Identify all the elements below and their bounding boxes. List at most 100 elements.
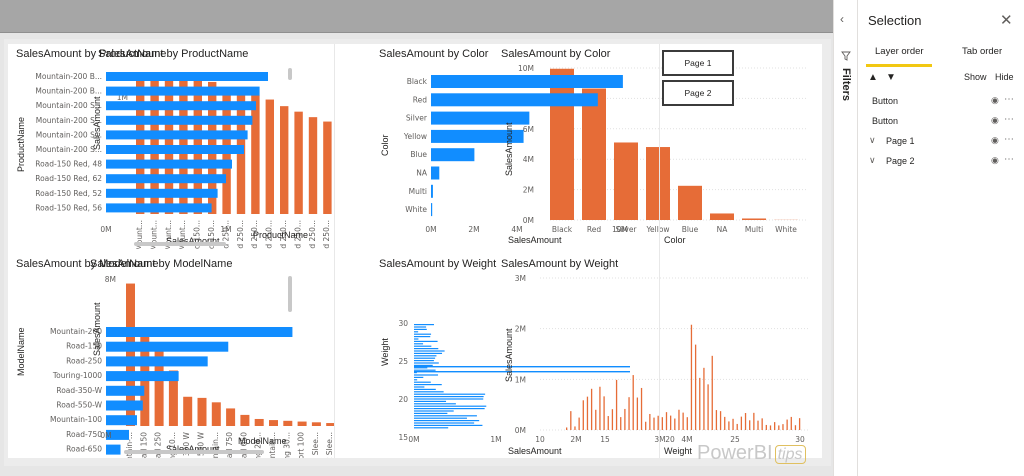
product-vertical-scrollbar[interactable] <box>288 68 292 80</box>
weight-column-bar <box>578 417 580 430</box>
report-header-bar <box>0 0 833 33</box>
model-y2-tick-label: 8M <box>105 275 116 284</box>
move-down-icon[interactable]: ▼ <box>886 72 896 83</box>
more-options-icon[interactable]: ⋯ <box>1004 154 1014 165</box>
weight-bar <box>414 400 447 402</box>
weight-column-bar <box>724 416 726 430</box>
model-visual[interactable]: SalesAmount by ModelName SalesAmount by … <box>8 254 334 458</box>
filters-label[interactable]: Filters <box>840 68 852 102</box>
eye-icon[interactable]: ◉ <box>991 135 999 145</box>
product-x2-axis-title: ProductName <box>253 230 309 240</box>
model-column-bar <box>126 283 135 426</box>
weight-column-bar <box>624 408 626 430</box>
weight-column-bar <box>703 367 705 430</box>
model-column-tick-label: Sport 100 <box>297 432 306 458</box>
weight-column-bar <box>586 396 589 430</box>
color-bar-category-label: Silver <box>406 114 428 123</box>
weight-column-bar <box>736 423 738 430</box>
show-button[interactable]: Show <box>964 72 987 82</box>
model-bar-category-label: Road-150 <box>66 342 102 351</box>
model-column-tick-label: Short Slee... <box>325 432 334 458</box>
product-bar-category-label: Mountain-200 B... <box>35 72 102 81</box>
model-column-bar <box>226 408 236 426</box>
layer-group[interactable]: ∨ Page 2 ◉ ⋯ <box>858 154 1024 175</box>
weight-visual[interactable]: SalesAmount by Weight SalesAmount by Wei… <box>334 254 822 458</box>
weight-column-bar <box>636 397 639 430</box>
tab-layer-order[interactable]: Layer order <box>875 46 924 57</box>
product-column-bar <box>308 117 318 214</box>
color-y2-axis-title: SalesAmount <box>504 122 514 176</box>
product-bar-category-label: Road-150 Red, 52 <box>35 189 102 198</box>
eye-icon[interactable]: ◉ <box>991 95 999 105</box>
weight-bar <box>414 396 484 398</box>
product-bar-category-label: Road-150 Red, 62 <box>35 174 102 183</box>
weight-x2-tick-label: 30 <box>795 435 805 444</box>
hide-button[interactable]: Hide <box>995 72 1014 82</box>
layer-item[interactable]: Button ◉ ⋯ <box>858 94 1024 115</box>
weight-column-bar <box>686 417 688 430</box>
color-x-tick-label: 2M <box>468 225 479 234</box>
model-column-bar <box>297 421 307 426</box>
layer-group[interactable]: ∨ Page 1 ◉ ⋯ <box>858 134 1024 155</box>
weight-column-bar <box>744 413 747 430</box>
page-1-button[interactable]: Page 1 <box>662 50 734 76</box>
weight-y2-tick-label: 3M <box>515 274 526 283</box>
weight-bar <box>414 424 483 426</box>
weight-bar <box>414 357 436 359</box>
color-x2-tick-label: White <box>775 225 797 234</box>
close-icon[interactable]: ✕ <box>1000 12 1013 29</box>
model-column-bar <box>283 420 293 426</box>
model-column-tick-label: Road 650 <box>239 432 248 458</box>
weight-bar <box>414 371 630 373</box>
product-bar <box>106 203 212 213</box>
eye-icon[interactable]: ◉ <box>991 115 999 125</box>
weight-x2-tick-label: 25 <box>730 435 740 444</box>
model-column-bar <box>168 370 178 426</box>
eye-icon[interactable]: ◉ <box>991 155 999 165</box>
product-bar <box>106 72 268 81</box>
product-column-bar <box>280 106 289 214</box>
chevron-left-icon[interactable]: ‹ <box>840 12 844 26</box>
more-options-icon[interactable]: ⋯ <box>1004 114 1014 125</box>
product-bar <box>106 188 218 198</box>
weight-column-bar <box>794 425 797 430</box>
color-bar-category-label: Black <box>407 77 428 86</box>
product-column-tick-label: Mount... <box>178 220 187 249</box>
more-options-icon[interactable]: ⋯ <box>1004 94 1014 105</box>
model-column-bar <box>311 422 321 426</box>
product-x-tick-label: 1M <box>220 225 231 234</box>
product-x-axis-title: SalesAmount <box>166 236 220 246</box>
color-x-tick-label: 0M <box>425 225 436 234</box>
model-y-axis-title: ModelName <box>16 327 26 376</box>
product-horizontal-scrollbar[interactable] <box>134 242 226 246</box>
weight-y2-axis-title: SalesAmount <box>504 328 514 382</box>
model-column-tick-label: Road 750 <box>225 432 234 458</box>
layer-item[interactable]: Button ◉ ⋯ <box>858 114 1024 135</box>
weight-column-bar <box>715 410 718 430</box>
weight-x2-tick-label: 20 <box>665 435 675 444</box>
model-column-bar <box>183 396 193 426</box>
color-y2-tick-label: 4M <box>523 155 534 164</box>
more-options-icon[interactable]: ⋯ <box>1004 134 1014 145</box>
vertical-divider-right <box>659 44 660 458</box>
weight-y2-tick-label: 0M <box>515 426 526 435</box>
model-horizontal-scrollbar[interactable] <box>124 450 264 454</box>
model-bar-category-label: Road-550-W <box>56 401 102 410</box>
product-column-tick-label: Mount... <box>149 220 158 249</box>
tab-tab-order[interactable]: Tab order <box>962 46 1003 57</box>
weight-bar <box>414 328 427 330</box>
color-visual[interactable]: SalesAmount by Color SalesAmount by Colo… <box>334 44 806 249</box>
page-2-button[interactable]: Page 2 <box>662 80 734 106</box>
weight-bar <box>414 336 431 338</box>
product-column-bar <box>136 72 145 214</box>
filters-rail[interactable]: ‹ Filters <box>833 0 858 476</box>
chevron-down-icon[interactable]: ∨ <box>869 135 876 145</box>
brand-watermark: PowerBI tips <box>697 442 806 465</box>
model-vertical-scrollbar[interactable] <box>288 276 292 312</box>
product-visual[interactable]: SalesAmount by ProductName SalesAmount b… <box>8 44 334 249</box>
model-column-bar <box>326 423 334 426</box>
color-chart-svg: 0M2M4M6M8M10MBlackRedSilverYellowBlueNAM… <box>403 64 806 234</box>
chevron-down-icon[interactable]: ∨ <box>869 155 876 165</box>
move-up-icon[interactable]: ▲ <box>868 72 878 83</box>
